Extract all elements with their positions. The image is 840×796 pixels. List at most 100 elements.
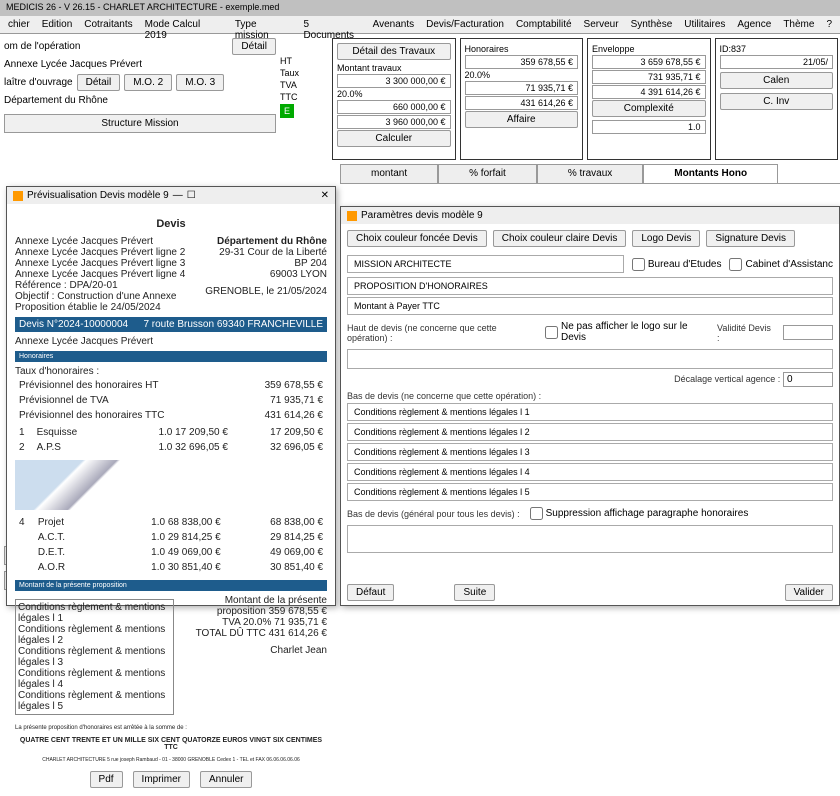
valider-button[interactable]: Valider xyxy=(785,584,833,601)
proposition-field[interactable]: PROPOSITION D'HONORAIRES xyxy=(347,277,833,295)
r2v: 71 935,71 € xyxy=(235,394,325,407)
color-dark-button[interactable]: Choix couleur foncée Devis xyxy=(347,230,487,247)
pdf-button[interactable]: Pdf xyxy=(90,771,123,788)
leg1: Conditions règlement & mentions légales … xyxy=(18,602,171,624)
struct-mission-button[interactable]: Structure Mission xyxy=(4,114,276,133)
menu-synthese[interactable]: Synthèse xyxy=(627,18,677,31)
p6a: 1.0 30 851,40 € xyxy=(93,561,223,574)
band2: Montant de la présente proposition xyxy=(15,580,327,591)
menu-typemission[interactable]: Type mission xyxy=(231,18,296,31)
r2: Prévisionnel de TVA xyxy=(17,394,233,407)
p6: A.O.R xyxy=(36,561,91,574)
menu-avenants[interactable]: Avenants xyxy=(369,18,419,31)
tva-label: TVA xyxy=(280,80,330,90)
complexite-button[interactable]: Complexité xyxy=(592,100,706,117)
menu-modecalcul[interactable]: Mode Calcul 2019 xyxy=(141,18,227,31)
annuler-button[interactable]: Annuler xyxy=(200,771,252,788)
bureau-check[interactable]: Bureau d'Etudes xyxy=(632,258,722,271)
cinv-button[interactable]: C. Inv xyxy=(720,93,834,110)
date-val: 21/05/ xyxy=(720,55,834,69)
mo-label: laître d'ouvrage xyxy=(4,77,73,88)
p4a: 1.0 29 814,25 € xyxy=(93,531,223,544)
menu-edition[interactable]: Edition xyxy=(38,18,77,31)
calen-button[interactable]: Calen xyxy=(720,72,834,89)
taux-travaux: 20.0% xyxy=(337,89,451,99)
detail2-button[interactable]: Détail xyxy=(77,74,121,91)
menu-compta[interactable]: Comptabilité xyxy=(512,18,576,31)
mission-field[interactable]: MISSION ARCHITECTE xyxy=(347,255,624,273)
color-light-button[interactable]: Choix couleur claire Devis xyxy=(493,230,627,247)
p5b: 49 069,00 € xyxy=(225,546,325,559)
tot2: TVA 20.0% xyxy=(222,617,271,628)
taux-l: Taux d'honoraires : xyxy=(15,366,327,377)
suppr-check[interactable]: Suppression affichage paragraphe honorai… xyxy=(530,507,749,520)
p1: Esquisse xyxy=(35,426,108,439)
env-ttc: 4 391 614,26 € xyxy=(592,85,706,99)
obj-v: Construction d'une Annexe xyxy=(57,291,176,302)
menu-serveur[interactable]: Serveur xyxy=(580,18,623,31)
menu-devis[interactable]: Devis/Facturation xyxy=(422,18,508,31)
detail-button[interactable]: Détail xyxy=(232,38,276,55)
ht-label: HT xyxy=(280,56,330,66)
tab-montants-hono[interactable]: Montants Hono xyxy=(643,164,778,183)
montant-field[interactable]: Montant à Payer TTC xyxy=(347,297,833,315)
p4b: 29 814,25 € xyxy=(225,531,325,544)
foot: CHARLET ARCHITECTURE 5 rue joseph Rambau… xyxy=(15,757,327,763)
p3: Projet xyxy=(36,516,91,529)
cabinet-check[interactable]: Cabinet d'Assistanc xyxy=(729,258,833,271)
calculer-button[interactable]: Calculer xyxy=(337,130,451,147)
menu-cotraitants[interactable]: Cotraitants xyxy=(80,18,136,31)
menu-help[interactable]: ? xyxy=(822,18,836,31)
r1v: 359 678,55 € xyxy=(235,379,325,392)
tab-forfait[interactable]: % forfait xyxy=(438,164,537,183)
menu-util[interactable]: Utilitaires xyxy=(680,18,729,31)
p2b: 32 696,05 € xyxy=(232,441,325,454)
p6b: 30 851,40 € xyxy=(225,561,325,574)
cond5[interactable]: Conditions règlement & mentions légales … xyxy=(347,483,833,501)
words: QUATRE CENT TRENTE ET UN MILLE SIX CENT … xyxy=(15,737,327,751)
cond4[interactable]: Conditions règlement & mentions légales … xyxy=(347,463,833,481)
p2n: 2 xyxy=(17,441,33,454)
signature-button[interactable]: Signature Devis xyxy=(706,230,795,247)
hono-label: Honoraires xyxy=(465,44,579,54)
taux-label: Taux xyxy=(280,68,330,78)
dept: Département du Rhône xyxy=(4,95,276,106)
menu-agence[interactable]: Agence xyxy=(733,18,775,31)
mo3-button[interactable]: M.O. 3 xyxy=(176,74,224,91)
minimize-icon[interactable]: — xyxy=(173,190,183,201)
band1r: 7 route Brusson 69340 FRANCHEVILLE xyxy=(143,319,323,330)
ttc-travaux: 3 960 000,00 € xyxy=(337,115,451,129)
defaut-button[interactable]: Défaut xyxy=(347,584,394,601)
validite-input[interactable] xyxy=(783,325,833,340)
logo-button[interactable]: Logo Devis xyxy=(632,230,700,247)
app-icon xyxy=(347,211,357,221)
tab-montant[interactable]: montant xyxy=(340,164,438,183)
affaire-button[interactable]: Affaire xyxy=(465,111,579,128)
haut-field[interactable] xyxy=(347,349,833,369)
menu-documents[interactable]: 5 Documents xyxy=(299,18,364,31)
menu-chier[interactable]: chier xyxy=(4,18,34,31)
tva-travaux: 660 000,00 € xyxy=(337,100,451,114)
prop: Proposition établie le 24/05/2024 xyxy=(15,302,185,313)
suite-button[interactable]: Suite xyxy=(454,584,495,601)
cond1[interactable]: Conditions règlement & mentions légales … xyxy=(347,403,833,421)
p4: A.C.T. xyxy=(36,531,91,544)
preview-dialog: Prévisualisation Devis modèle 9—☐✕ Devis… xyxy=(6,186,336,606)
mo2-button[interactable]: M.O. 2 xyxy=(124,74,172,91)
preview-title: Prévisualisation Devis modèle 9 xyxy=(27,190,169,201)
maximize-icon[interactable]: ☐ xyxy=(187,190,196,201)
tab-travaux[interactable]: % travaux xyxy=(537,164,643,183)
nologo-check[interactable]: Ne pas afficher le logo sur le Devis xyxy=(545,321,707,343)
decalage-input[interactable] xyxy=(783,372,833,387)
cli3: Annexe Lycée Jacques Prévert ligne 3 xyxy=(15,258,185,269)
detail-travaux-button[interactable]: Détail des Travaux xyxy=(337,43,451,60)
cond2[interactable]: Conditions règlement & mentions légales … xyxy=(347,423,833,441)
menu-theme[interactable]: Thème xyxy=(779,18,818,31)
cond3[interactable]: Conditions règlement & mentions légales … xyxy=(347,443,833,461)
bas2-label: Bas de devis (général pour tous les devi… xyxy=(347,509,520,519)
bas1-label: Bas de devis (ne concerne que cette opér… xyxy=(347,391,833,401)
imprimer-button[interactable]: Imprimer xyxy=(133,771,190,788)
close-icon[interactable]: ✕ xyxy=(321,190,329,201)
bas2-field[interactable] xyxy=(347,525,833,553)
montant-travaux-val: 3 300 000,00 € xyxy=(337,74,451,88)
